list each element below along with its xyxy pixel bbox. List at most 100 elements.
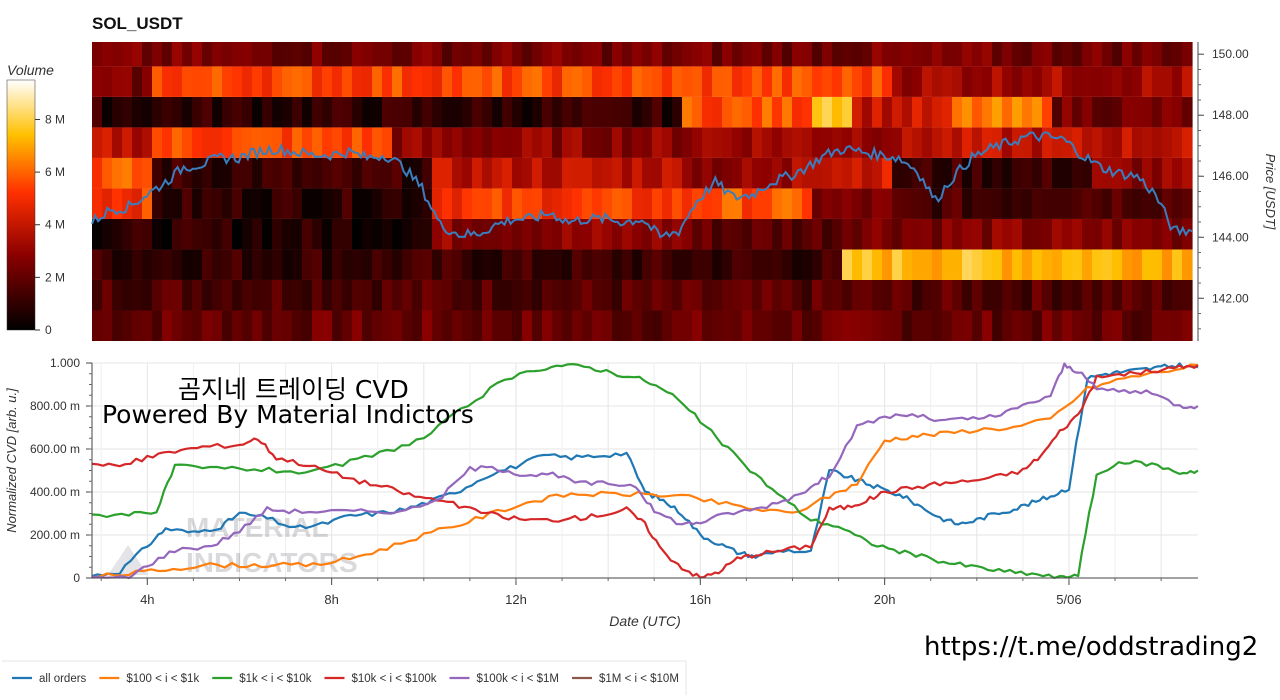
- heatmap-cell: [1102, 188, 1113, 219]
- heatmap-cell: [522, 310, 533, 341]
- colorbar-tick-label: 4 M: [45, 218, 65, 232]
- heatmap-cell: [342, 188, 353, 219]
- legend-item[interactable]: $1M < i < $10M: [572, 673, 679, 685]
- heatmap-cell: [502, 279, 513, 311]
- legend-item[interactable]: $100k < i < $1M: [449, 673, 559, 685]
- heatmap-cell: [1132, 218, 1143, 250]
- heatmap-cell: [122, 310, 133, 341]
- heatmap-cell: [222, 42, 233, 67]
- heatmap-cell: [1142, 42, 1153, 67]
- heatmap-cell: [612, 127, 623, 158]
- heatmap-cell: [432, 127, 443, 158]
- heatmap-cell: [152, 157, 163, 189]
- heatmap-cell: [262, 157, 273, 189]
- heatmap-cell: [192, 249, 203, 280]
- heatmap-cell: [422, 157, 433, 189]
- heatmap-cell: [582, 218, 593, 250]
- heatmap-cell: [782, 279, 793, 311]
- heatmap-cell: [492, 218, 503, 250]
- heatmap-cell: [1082, 279, 1093, 311]
- heatmap-cell: [902, 157, 913, 189]
- heatmap-cell: [562, 310, 573, 341]
- heatmap-cell: [1122, 66, 1133, 97]
- heatmap-cell: [442, 279, 453, 311]
- heatmap-cell: [712, 188, 723, 219]
- heatmap-cell: [152, 96, 163, 128]
- heatmap-cell: [312, 96, 323, 128]
- heatmap-cell: [242, 96, 253, 128]
- heatmap-cell: [412, 249, 423, 280]
- heatmap-cell: [402, 218, 413, 250]
- heatmap-cell: [772, 218, 783, 250]
- heatmap-cell: [772, 249, 783, 280]
- heatmap-cell: [922, 249, 933, 280]
- heatmap-cell: [92, 310, 103, 341]
- heatmap-cell: [252, 218, 263, 250]
- heatmap-cell: [232, 249, 243, 280]
- heatmap-cell: [602, 66, 613, 97]
- colorbar-title: Volume: [7, 62, 54, 78]
- heatmap-cell: [652, 279, 663, 311]
- heatmap-cell: [502, 188, 513, 219]
- heatmap-cell: [272, 249, 283, 280]
- heatmap-cell: [762, 188, 773, 219]
- heatmap-cell: [722, 127, 733, 158]
- heatmap-cell: [982, 127, 993, 158]
- heatmap-cell: [672, 249, 683, 280]
- heatmap-cell: [662, 249, 673, 280]
- heatmap-cell: [972, 96, 983, 128]
- heatmap-cell: [852, 127, 863, 158]
- legend-item[interactable]: $10k < i < $100k: [324, 673, 437, 685]
- heatmap-cell: [172, 66, 183, 97]
- heatmap-cell: [922, 310, 933, 341]
- price-tick-label: 144.00: [1212, 230, 1249, 244]
- heatmap-cell: [772, 310, 783, 341]
- heatmap-cell: [1082, 188, 1093, 219]
- heatmap-cell: [702, 310, 713, 341]
- heatmap-cell: [302, 42, 313, 67]
- heatmap-cell: [672, 188, 683, 219]
- heatmap-cell: [332, 157, 343, 189]
- cvd-x-tick-label: 5/06: [1056, 592, 1081, 607]
- heatmap-cell: [352, 157, 363, 189]
- heatmap-cell: [482, 249, 493, 280]
- heatmap-cell: [442, 42, 453, 67]
- legend-item[interactable]: $1k < i < $10k: [212, 673, 312, 685]
- heatmap-cell: [1122, 249, 1133, 280]
- heatmap-cell: [1042, 127, 1053, 158]
- heatmap-cell: [732, 127, 743, 158]
- heatmap-cell: [222, 127, 233, 158]
- heatmap-cell: [612, 249, 623, 280]
- heatmap-cell: [822, 279, 833, 311]
- heatmap-cell: [1162, 249, 1173, 280]
- heatmap-cell: [262, 96, 273, 128]
- heatmap-cell: [212, 66, 223, 97]
- heatmap-cell: [1112, 157, 1123, 189]
- heatmap-cell: [822, 157, 833, 189]
- heatmap-cell: [1052, 310, 1063, 341]
- heatmap-cell: [222, 66, 233, 97]
- heatmap-cell: [592, 96, 603, 128]
- heatmap-cell: [932, 42, 943, 67]
- heatmap-cell: [852, 66, 863, 97]
- heatmap-cell: [92, 42, 103, 67]
- heatmap-cell: [822, 96, 833, 128]
- heatmap-cell: [292, 188, 303, 219]
- legend-item[interactable]: all orders: [12, 673, 87, 685]
- heatmap-cell: [482, 279, 493, 311]
- heatmap-cell: [962, 127, 973, 158]
- heatmap-cell: [1142, 249, 1153, 280]
- heatmap-cell: [132, 66, 143, 97]
- heatmap-cell: [122, 157, 133, 189]
- heatmap-cell: [1112, 249, 1123, 280]
- legend-item[interactable]: $100 < i < $1k: [99, 673, 199, 685]
- heatmap-cell: [872, 218, 883, 250]
- heatmap-cell: [962, 66, 973, 97]
- heatmap-cell: [312, 127, 323, 158]
- heatmap-cell: [1172, 157, 1183, 189]
- heatmap-cell: [1122, 310, 1133, 341]
- heatmap-cell: [562, 127, 573, 158]
- heatmap-cell: [522, 66, 533, 97]
- telegram-link[interactable]: https://t.me/oddstrading2: [924, 632, 1259, 662]
- heatmap-cell: [992, 42, 1003, 67]
